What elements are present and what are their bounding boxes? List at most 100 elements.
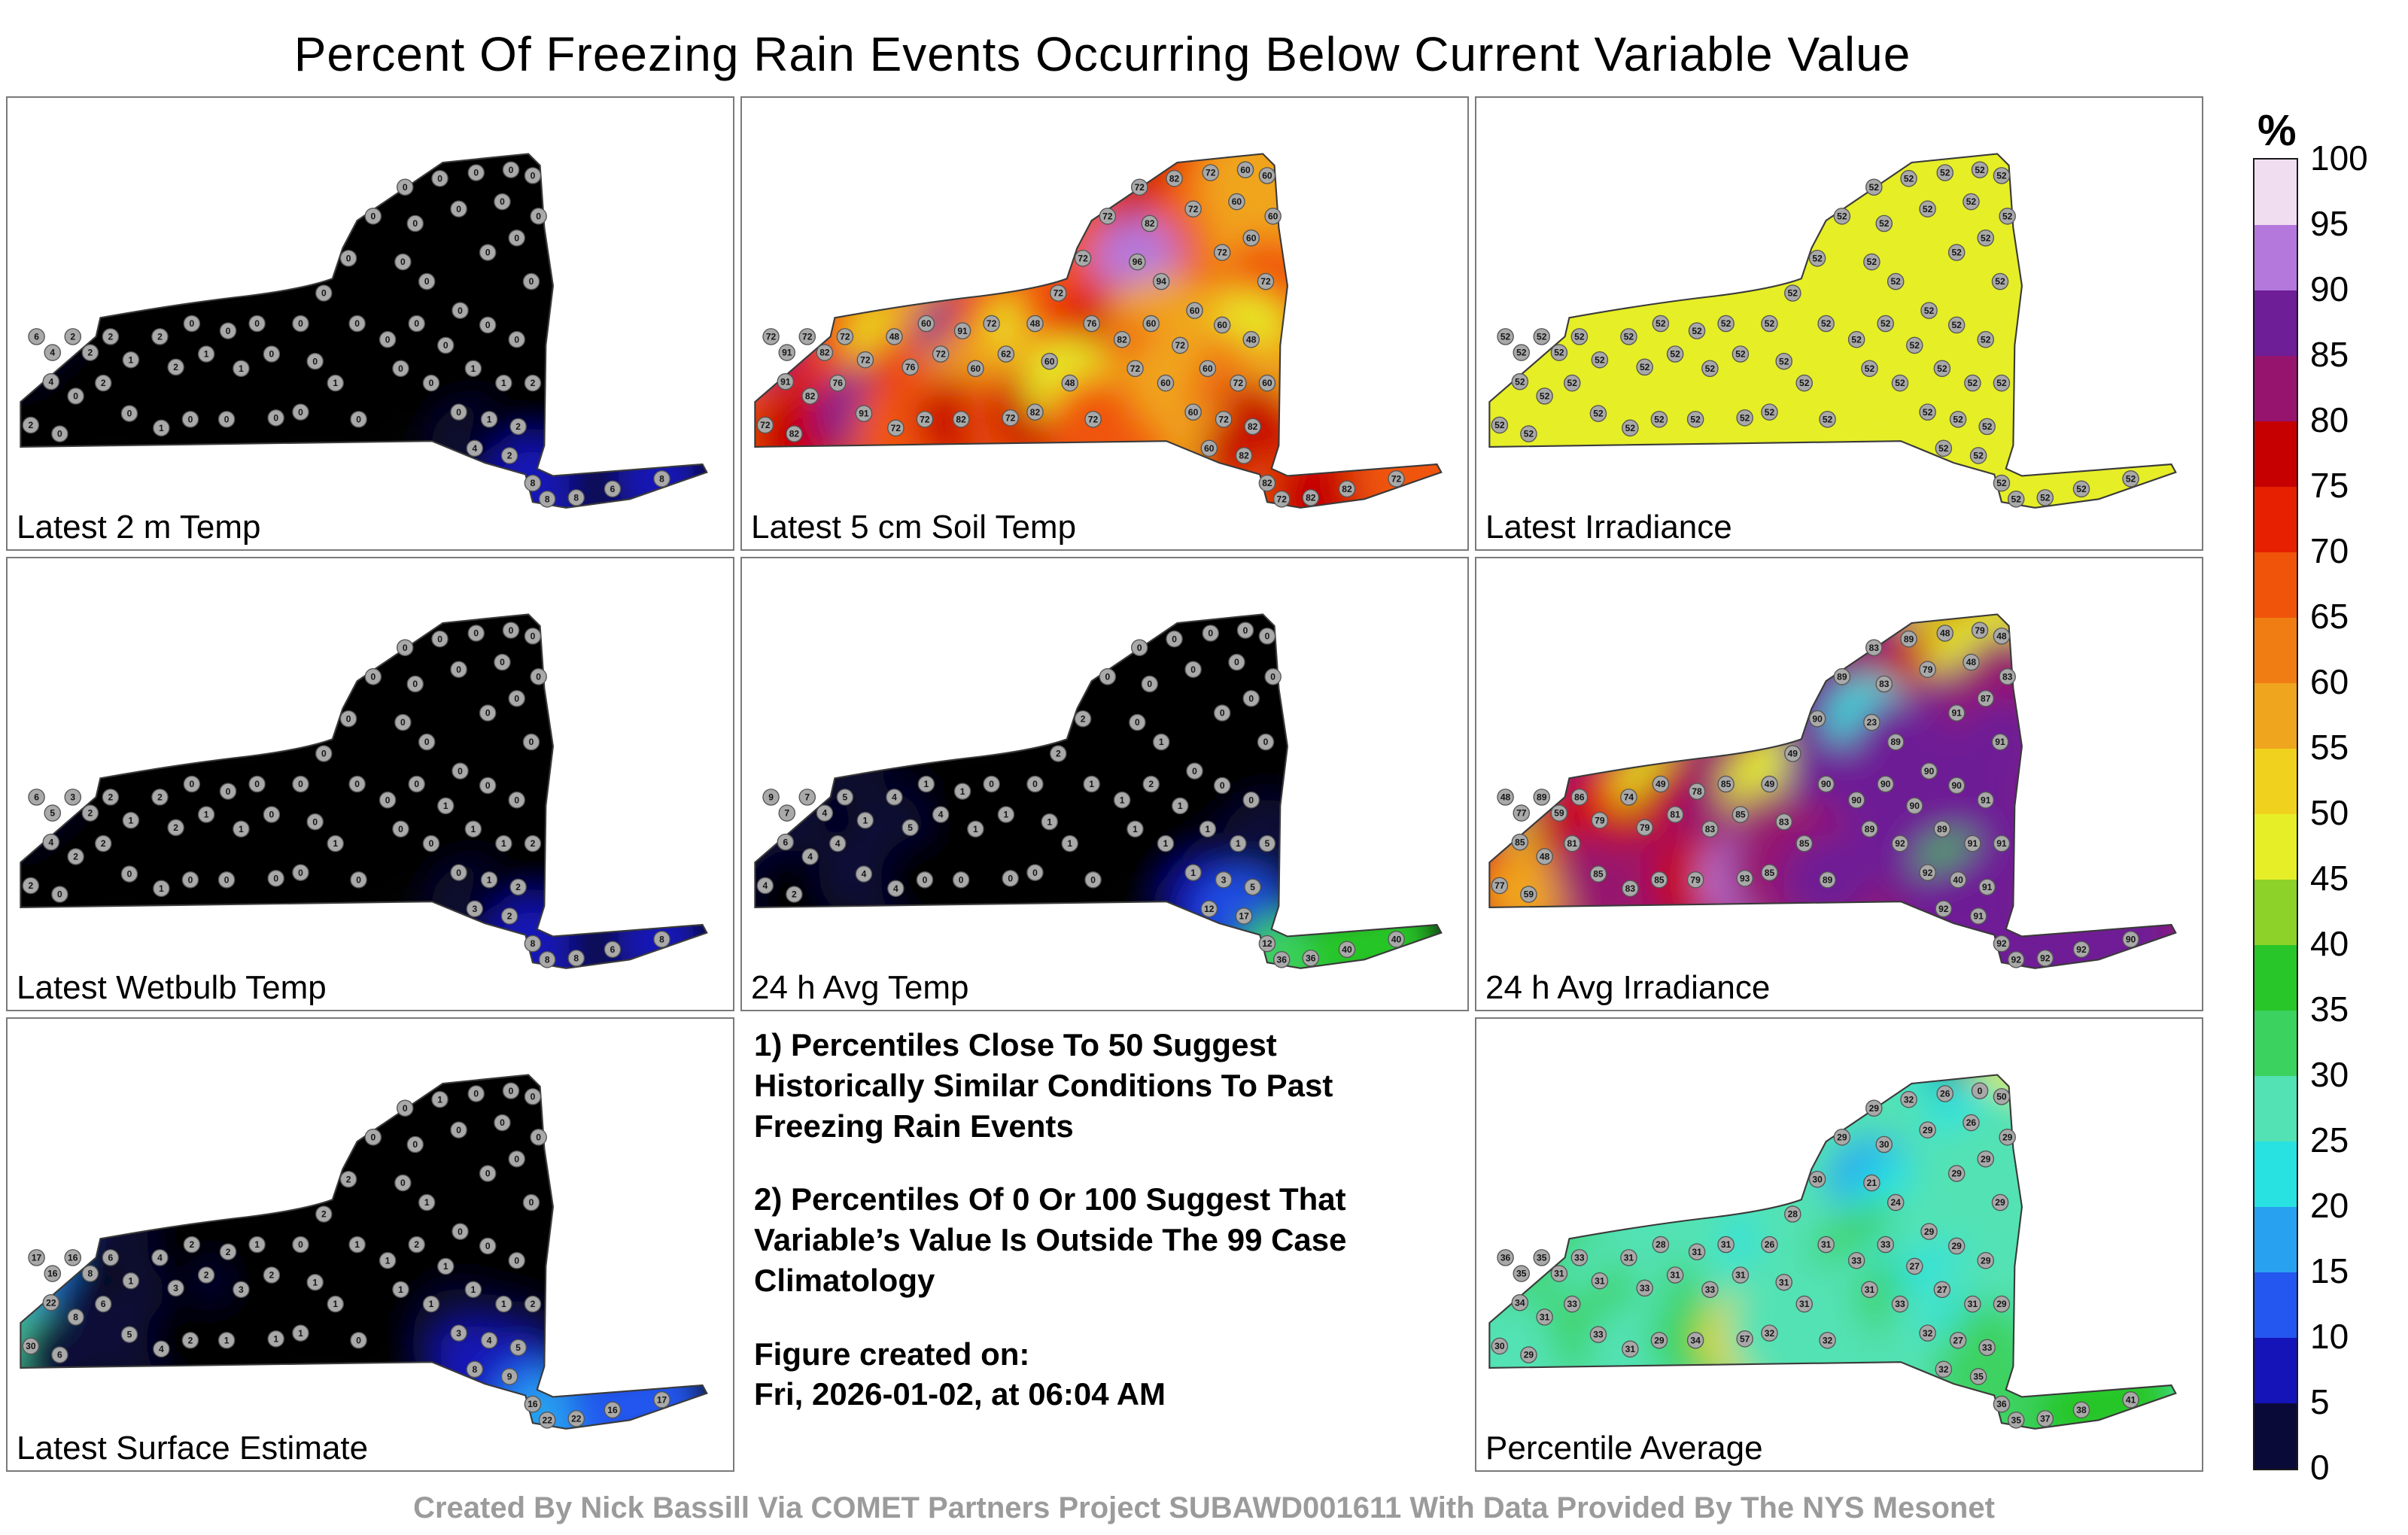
colorbar-tick-label: 100 (2310, 138, 2368, 178)
colorbar-segment (2254, 1338, 2297, 1403)
svg-text:32: 32 (1904, 1094, 1914, 1105)
svg-text:72: 72 (1005, 412, 1016, 423)
station-marker: 60 (1213, 316, 1231, 334)
svg-text:72: 72 (1233, 378, 1244, 388)
station-marker: 0 (479, 316, 497, 334)
station-marker: 52 (1732, 345, 1750, 363)
station-marker: 0 (181, 871, 199, 889)
colorbar-tick-label: 85 (2310, 335, 2349, 374)
svg-text:0: 0 (514, 795, 519, 805)
colorbar-tick-label: 80 (2310, 400, 2349, 439)
station-marker: 52 (1761, 403, 1778, 421)
colorbar-tick-label: 5 (2310, 1382, 2330, 1421)
svg-text:0: 0 (400, 257, 406, 267)
svg-text:17: 17 (657, 1394, 667, 1405)
station-marker: 31 (1795, 1295, 1814, 1313)
svg-text:1: 1 (1206, 824, 1211, 834)
station-marker: 5 (120, 1326, 138, 1343)
svg-text:52: 52 (1968, 378, 1978, 388)
svg-text:0: 0 (127, 409, 132, 419)
svg-text:60: 60 (1188, 407, 1199, 418)
map-panel-24h-avg-irradiance: 48 77 89 59 86 85 48 81 77 59 79 85 74 79 49 81 83 85 78 83… (1475, 557, 2203, 1011)
station-marker: 83 (1775, 813, 1793, 831)
station-marker: 2 (94, 834, 112, 853)
station-marker: 89 (1933, 820, 1951, 838)
station-marker: 0 (183, 315, 201, 333)
svg-text:72: 72 (1054, 288, 1064, 299)
svg-text:72: 72 (1175, 340, 1186, 351)
station-marker: 4 (886, 789, 903, 806)
panel-label: 24 h Avg Irradiance (1485, 969, 1771, 1006)
station-marker: 1 (292, 1324, 309, 1342)
svg-text:34: 34 (1690, 1335, 1701, 1345)
svg-text:3: 3 (239, 1284, 244, 1295)
svg-text:52: 52 (1981, 334, 1991, 345)
svg-text:89: 89 (1865, 824, 1875, 834)
svg-text:52: 52 (1880, 318, 1891, 329)
svg-text:0: 0 (226, 786, 231, 797)
svg-text:72: 72 (1135, 182, 1145, 193)
svg-text:2: 2 (73, 852, 78, 862)
svg-text:4: 4 (487, 1335, 492, 1345)
svg-text:4: 4 (157, 1252, 163, 1263)
station-marker: 48 (1963, 653, 1980, 671)
svg-text:72: 72 (766, 331, 777, 342)
svg-text:4: 4 (822, 808, 828, 819)
station-marker: 89 (1819, 871, 1836, 889)
svg-text:2: 2 (507, 451, 512, 461)
svg-text:0: 0 (1137, 643, 1142, 653)
station-marker: 52 (1887, 272, 1905, 290)
svg-text:2: 2 (88, 808, 93, 819)
station-marker: 0 (508, 791, 526, 809)
svg-text:52: 52 (1996, 170, 2007, 181)
station-marker: 0 (983, 775, 1000, 793)
svg-text:72: 72 (802, 331, 813, 342)
station-marker: 60 (1228, 193, 1245, 211)
station-marker: 52 (1513, 344, 1531, 361)
station-marker: 1 (392, 1281, 409, 1299)
svg-text:0: 0 (298, 779, 303, 789)
station-marker: 83 (1701, 820, 1719, 838)
station-marker: 0 (51, 425, 68, 442)
svg-text:29: 29 (1869, 1103, 1880, 1114)
colorbar-segment (2254, 487, 2297, 552)
station-marker: 1 (379, 1251, 397, 1269)
station-marker: 1 (917, 775, 935, 793)
svg-text:60: 60 (971, 363, 981, 374)
station-marker: 2 (183, 1236, 201, 1254)
station-marker: 87 (1977, 689, 1995, 707)
station-marker: 0 (502, 1082, 520, 1099)
svg-text:52: 52 (1515, 376, 1525, 387)
station-marker: 31 (1861, 1281, 1878, 1299)
figure-title: Percent Of Freezing Rain Events Occurrin… (293, 27, 1911, 81)
panel-label: Latest Surface Estimate (17, 1430, 369, 1467)
svg-text:52: 52 (1574, 331, 1585, 342)
station-marker: 4 (466, 439, 484, 457)
svg-text:83: 83 (1869, 643, 1880, 653)
svg-text:2: 2 (1081, 713, 1086, 724)
station-marker: 30 (1808, 1170, 1826, 1188)
station-marker: 1 (153, 419, 170, 437)
station-marker: 1 (197, 345, 215, 363)
station-marker: 0 (508, 689, 526, 707)
svg-text:52: 52 (1670, 349, 1680, 360)
svg-text:52: 52 (1904, 173, 1914, 184)
station-marker: 52 (2072, 480, 2090, 498)
station-marker: 72 (1202, 164, 1220, 181)
svg-text:79: 79 (1923, 664, 1933, 675)
svg-text:82: 82 (789, 429, 800, 439)
station-marker: 82 (1141, 214, 1159, 233)
svg-text:31: 31 (1799, 1299, 1810, 1309)
station-marker: 0 (217, 871, 236, 889)
svg-text:4: 4 (862, 869, 867, 880)
station-marker: 0 (1213, 777, 1231, 795)
svg-text:52: 52 (1938, 443, 1949, 454)
station-marker: 29 (1993, 1295, 2011, 1313)
svg-text:90: 90 (1951, 780, 1962, 791)
svg-text:16: 16 (68, 1252, 78, 1263)
station-marker: 52 (2007, 491, 2025, 508)
station-marker: 52 (1819, 410, 1836, 428)
svg-text:1: 1 (1004, 810, 1009, 820)
colorbar-segment (2254, 552, 2297, 618)
